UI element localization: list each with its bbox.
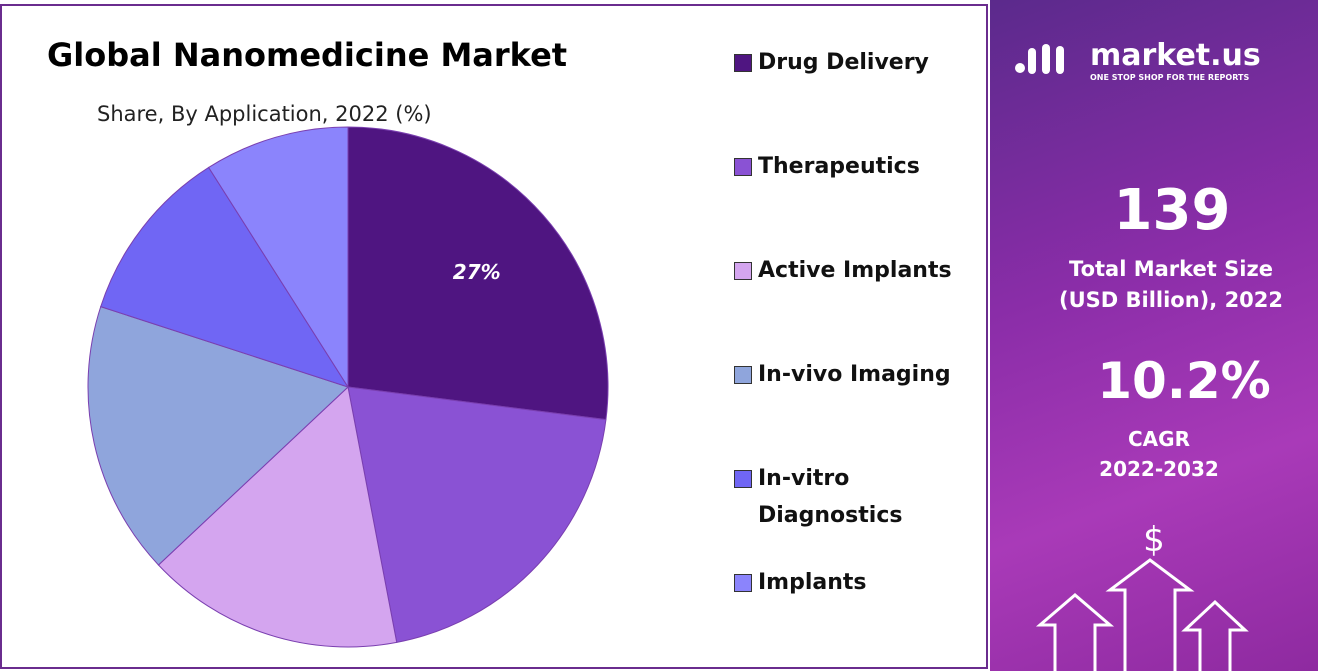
legend-item: Therapeutics bbox=[734, 148, 974, 185]
legend-swatch bbox=[734, 470, 752, 488]
legend-swatch bbox=[734, 54, 752, 72]
pie-slice bbox=[157, 386, 398, 648]
brand: market.us bbox=[1090, 38, 1261, 73]
pie-slice bbox=[347, 126, 609, 421]
legend-item: In-vivo Imaging bbox=[734, 356, 974, 393]
cagr-label: CAGR 2022-2032 bbox=[1099, 427, 1219, 481]
legend-swatch bbox=[734, 366, 752, 384]
chart-title: Global Nanomedicine Market bbox=[47, 36, 568, 74]
legend-item: Implants bbox=[734, 564, 974, 601]
legend-item: In-vitro Diagnostics bbox=[734, 460, 974, 534]
info-panel: market.us ONE STOP SHOP FOR THE REPORTS … bbox=[990, 0, 1318, 671]
pie-slice bbox=[207, 126, 349, 389]
chart-frame: Global Nanomedicine Market Share, By App… bbox=[0, 4, 988, 669]
dollar-icon: $ bbox=[1143, 520, 1165, 560]
legend-label: Drug Delivery bbox=[758, 50, 929, 75]
legend-swatch bbox=[734, 262, 752, 280]
market-size: 139 bbox=[1113, 178, 1231, 243]
legend-label: Active Implants bbox=[758, 258, 952, 283]
data-label: 27% bbox=[453, 260, 501, 284]
cagr: 10.2% bbox=[1097, 352, 1271, 410]
legend-label: Implants bbox=[758, 570, 867, 595]
chart-subtitle: Share, By Application, 2022 (%) bbox=[97, 102, 432, 126]
pie-slice bbox=[87, 306, 349, 566]
legend-label: In-vivo Imaging bbox=[758, 362, 951, 387]
pie-slice bbox=[100, 166, 350, 388]
legend-item: Active Implants bbox=[734, 252, 974, 289]
legend-swatch bbox=[734, 574, 752, 592]
pie-slice bbox=[347, 386, 607, 643]
legend-item: Drug Delivery bbox=[734, 44, 974, 81]
arrows bbox=[1035, 558, 1249, 671]
decoration bbox=[1015, 44, 1249, 671]
legend-label: Therapeutics bbox=[758, 154, 920, 179]
legend-swatch bbox=[734, 158, 752, 176]
legend-label: In-vitro Diagnostics bbox=[758, 466, 903, 528]
logo-mark bbox=[1015, 44, 1064, 74]
pie-chart: 27% bbox=[87, 126, 609, 648]
tagline: ONE STOP SHOP FOR THE REPORTS bbox=[1090, 73, 1250, 82]
market-size-label: Total Market Size (USD Billion), 2022 bbox=[1058, 257, 1284, 312]
